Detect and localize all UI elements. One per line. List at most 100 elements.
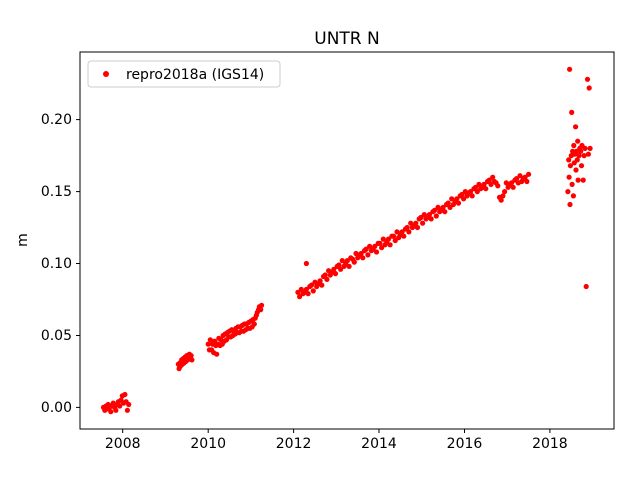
data-point bbox=[461, 196, 467, 202]
data-point bbox=[303, 286, 309, 292]
data-point bbox=[317, 278, 323, 284]
scatter-points-layer bbox=[100, 66, 593, 415]
data-point bbox=[420, 220, 426, 226]
data-point bbox=[567, 201, 573, 208]
data-point bbox=[122, 391, 128, 398]
data-point bbox=[575, 177, 581, 183]
data-point bbox=[522, 174, 528, 180]
data-point bbox=[488, 181, 494, 187]
data-point bbox=[567, 163, 574, 169]
x-tick-label: 2016 bbox=[447, 436, 483, 452]
data-point bbox=[570, 193, 577, 199]
data-point bbox=[445, 200, 451, 206]
data-point bbox=[581, 153, 587, 159]
data-point bbox=[569, 109, 575, 115]
data-point bbox=[387, 242, 393, 248]
x-tick-label: 2018 bbox=[532, 436, 568, 452]
data-point bbox=[583, 283, 589, 290]
data-point bbox=[486, 177, 492, 183]
data-point bbox=[483, 186, 489, 192]
data-point bbox=[455, 200, 462, 206]
data-point bbox=[322, 272, 328, 278]
data-point bbox=[258, 307, 264, 313]
data-point bbox=[573, 148, 580, 154]
data-point bbox=[585, 151, 592, 157]
data-point bbox=[365, 252, 371, 258]
data-point bbox=[435, 204, 441, 210]
data-point bbox=[517, 173, 523, 179]
data-point bbox=[578, 163, 585, 169]
data-point bbox=[205, 341, 211, 347]
axes-background bbox=[80, 52, 614, 429]
data-point bbox=[433, 213, 439, 219]
data-point bbox=[526, 171, 532, 177]
data-point bbox=[442, 209, 448, 215]
data-point bbox=[502, 189, 508, 195]
data-point bbox=[476, 181, 482, 187]
data-point bbox=[324, 276, 330, 282]
data-point bbox=[578, 148, 584, 154]
data-point bbox=[500, 193, 506, 199]
data-point bbox=[467, 189, 474, 195]
data-point bbox=[117, 403, 123, 409]
data-point bbox=[571, 142, 577, 149]
data-point bbox=[459, 191, 465, 198]
data-point bbox=[339, 258, 345, 264]
data-point bbox=[251, 321, 257, 327]
axes-frame bbox=[79, 51, 615, 430]
data-point bbox=[404, 224, 410, 231]
data-point bbox=[413, 220, 419, 226]
data-point bbox=[336, 262, 342, 268]
data-point bbox=[385, 236, 391, 242]
data-point bbox=[469, 193, 475, 199]
data-point bbox=[414, 224, 421, 231]
data-point bbox=[474, 189, 480, 195]
x-tick-label: 2014 bbox=[361, 436, 397, 452]
x-tick-label: 2012 bbox=[276, 436, 312, 452]
y-tick-label: 0.20 bbox=[41, 112, 72, 128]
data-point bbox=[351, 259, 357, 265]
data-point bbox=[373, 249, 380, 255]
data-point bbox=[108, 409, 114, 415]
data-point bbox=[510, 184, 516, 190]
data-point bbox=[418, 214, 424, 221]
data-point bbox=[574, 157, 580, 163]
data-point bbox=[110, 400, 116, 406]
data-point bbox=[584, 76, 591, 82]
data-point bbox=[587, 145, 593, 151]
data-point bbox=[490, 174, 496, 180]
data-point bbox=[426, 212, 432, 218]
data-point bbox=[113, 407, 119, 413]
data-point bbox=[126, 401, 132, 408]
data-point bbox=[421, 212, 427, 218]
chart-title: UNTR N bbox=[314, 29, 379, 49]
data-point bbox=[573, 124, 579, 130]
data-point bbox=[212, 338, 218, 344]
data-point bbox=[498, 197, 504, 203]
data-point bbox=[576, 153, 582, 159]
data-point bbox=[319, 282, 325, 288]
data-point bbox=[189, 357, 195, 363]
data-point bbox=[207, 337, 213, 343]
data-point bbox=[379, 245, 385, 251]
data-point bbox=[569, 181, 575, 187]
data-point bbox=[358, 250, 364, 257]
data-point bbox=[297, 294, 303, 300]
data-point bbox=[401, 233, 407, 239]
data-point bbox=[332, 271, 339, 277]
data-point bbox=[377, 240, 383, 246]
data-point bbox=[573, 167, 579, 173]
data-point bbox=[399, 229, 405, 235]
legend-entry-label: repro2018a (IGS14) bbox=[126, 67, 264, 83]
data-point bbox=[367, 243, 373, 249]
data-point bbox=[566, 174, 572, 180]
y-tick-label: 0.10 bbox=[41, 256, 72, 272]
data-point bbox=[188, 353, 194, 359]
data-point bbox=[586, 85, 592, 91]
data-point bbox=[481, 181, 487, 187]
data-point bbox=[360, 255, 366, 261]
data-point bbox=[432, 207, 438, 213]
data-point bbox=[454, 196, 460, 202]
